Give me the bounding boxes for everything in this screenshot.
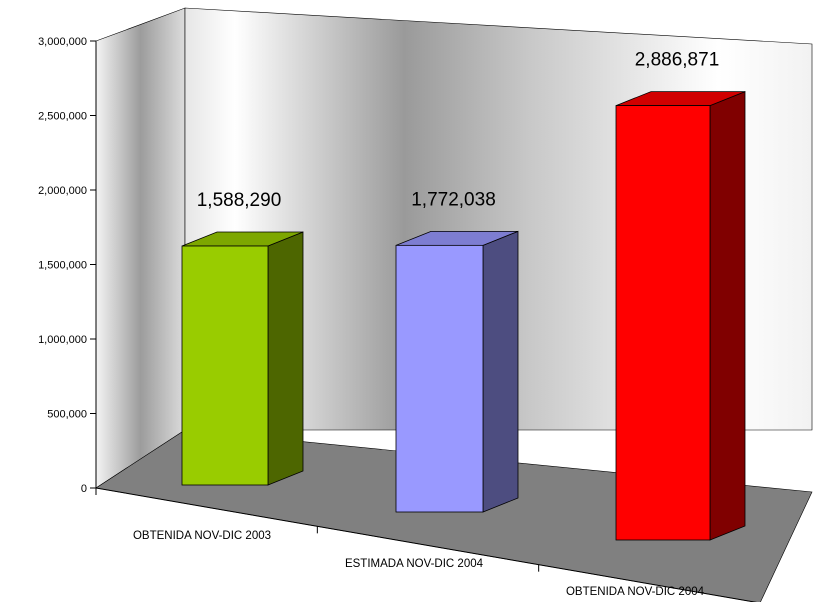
- bar-value-label: 2,886,871: [635, 50, 720, 71]
- y-tick-label: 2,000,000: [38, 185, 87, 197]
- bar-front: [395, 244, 484, 513]
- bar-1: 1,588,290: [181, 190, 304, 486]
- x-tick-label: OBTENIDA NOV-DIC 2004: [566, 586, 705, 598]
- x-tick-label: OBTENIDA NOV-DIC 2003: [133, 530, 271, 542]
- y-tick-label: 1,500,000: [38, 260, 87, 272]
- y-tick-label: 2,500,000: [38, 111, 87, 123]
- y-tick-label: 500,000: [47, 409, 87, 421]
- x-tick-label: ESTIMADA NOV-DIC 2004: [345, 558, 484, 570]
- side-wall: [95, 7, 186, 489]
- bar-value-label: 1,772,038: [411, 189, 496, 210]
- y-tick-label: 0: [81, 483, 87, 495]
- bars: 1,588,290 1,772,038 2,886,871: [181, 50, 746, 541]
- bar-side: [482, 230, 519, 513]
- bar-front: [615, 105, 711, 541]
- bar-3: 2,886,871: [615, 50, 746, 541]
- bar-side: [267, 231, 304, 486]
- y-tick-label: 1,000,000: [38, 334, 87, 346]
- bar-value-label: 1,588,290: [197, 190, 282, 211]
- bar-side: [709, 91, 746, 541]
- x-axis: OBTENIDA NOV-DIC 2003 ESTIMADA NOV-DIC 20…: [95, 487, 758, 602]
- y-tick-label: 3,000,000: [38, 36, 87, 48]
- bar-2: 1,772,038: [395, 189, 519, 513]
- x-axis-line: [95, 487, 758, 602]
- y-axis: 0 500,000 1,000,000 1,500,000 2,000,000 2,500…: [38, 36, 97, 495]
- bar-front: [181, 245, 269, 486]
